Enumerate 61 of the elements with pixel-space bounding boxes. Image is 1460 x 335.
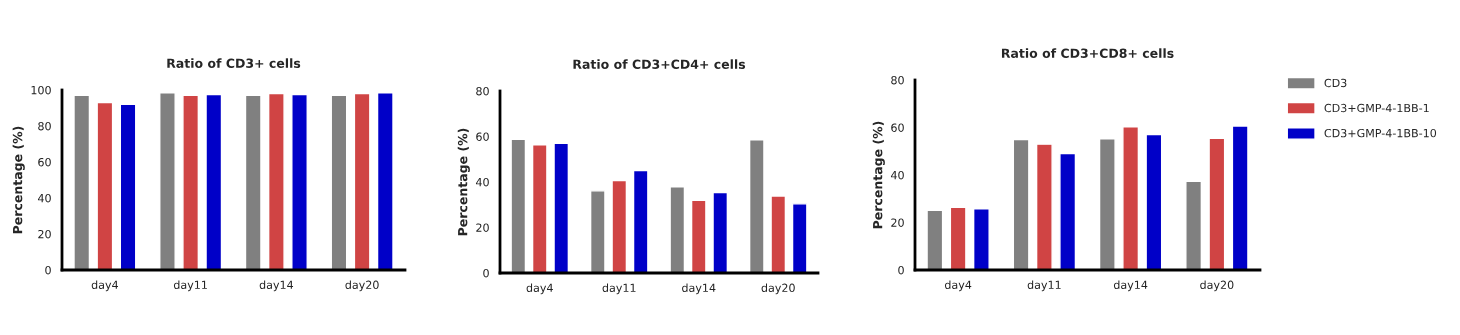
y-axis-title: Percentage (%): [457, 128, 470, 236]
y-tick-label: 20: [891, 218, 904, 227]
y-tick-label: 20: [38, 229, 51, 239]
x-tick-label: day14: [682, 283, 716, 295]
y-tick-label: 0: [483, 268, 489, 278]
bar: [1059, 152, 1077, 270]
bar: [712, 191, 729, 273]
y-tick-label: 60: [38, 157, 51, 167]
x-tick-label: day14: [259, 280, 294, 292]
bar: [690, 199, 707, 273]
y-tick-label: 100: [31, 85, 51, 95]
bar: [1035, 143, 1053, 270]
bar: [1012, 138, 1030, 270]
bar: [748, 138, 765, 273]
bar: [972, 208, 990, 270]
y-tick-label: 60: [476, 132, 489, 141]
bar: [1145, 133, 1163, 270]
bar: [1122, 126, 1140, 270]
x-tick-label: day20: [345, 280, 379, 292]
bar: [611, 179, 628, 273]
chart-title: Ratio of CD3+CD8+ cells: [1001, 48, 1174, 58]
x-tick-label: day4: [91, 280, 118, 292]
bar: [669, 186, 686, 273]
bar: [791, 203, 808, 273]
legend-label: CD3+GMP-4-1BB-10: [1324, 128, 1437, 138]
y-tick-label: 0: [898, 265, 904, 275]
legend-label: CD3: [1324, 78, 1347, 88]
y-axis-title: Percentage (%): [12, 126, 25, 234]
x-tick-label: day20: [1200, 280, 1234, 292]
x-tick-label: day14: [1113, 280, 1148, 292]
x-tick-label: day20: [761, 283, 795, 295]
y-tick-label: 40: [475, 177, 489, 187]
x-tick-label: day4: [944, 280, 972, 292]
y-tick-label: 40: [890, 170, 904, 180]
bar: [589, 190, 606, 273]
bar: [1185, 180, 1203, 270]
x-tick-label: day11: [173, 280, 207, 292]
bar: [1231, 125, 1249, 270]
bar: [770, 195, 787, 273]
bar: [510, 138, 527, 273]
x-tick-label: day11: [602, 283, 636, 295]
y-tick-label: 80: [891, 75, 904, 85]
bar: [1098, 138, 1116, 270]
y-tick-label: 40: [37, 193, 51, 203]
y-tick-label: 80: [476, 86, 489, 96]
y-tick-label: 20: [476, 223, 489, 232]
bar: [531, 144, 548, 273]
chart-title: Ratio of CD3+CD4+ cells: [573, 59, 746, 69]
bar: [553, 142, 570, 273]
x-tick-label: day11: [1027, 280, 1061, 292]
bar: [632, 169, 649, 273]
legend-label: CD3+GMP-4-1BB-1: [1324, 103, 1429, 113]
y-tick-label: 80: [38, 121, 51, 131]
bar: [926, 209, 944, 270]
y-tick-label: 60: [891, 123, 904, 132]
y-tick-label: 0: [45, 265, 51, 275]
bar: [949, 206, 967, 270]
chart-title: Ratio of CD3+ cells: [167, 58, 301, 68]
x-tick-label: day4: [526, 283, 553, 295]
y-axis-title: Percentage (%): [872, 121, 885, 229]
bar: [1208, 137, 1226, 270]
